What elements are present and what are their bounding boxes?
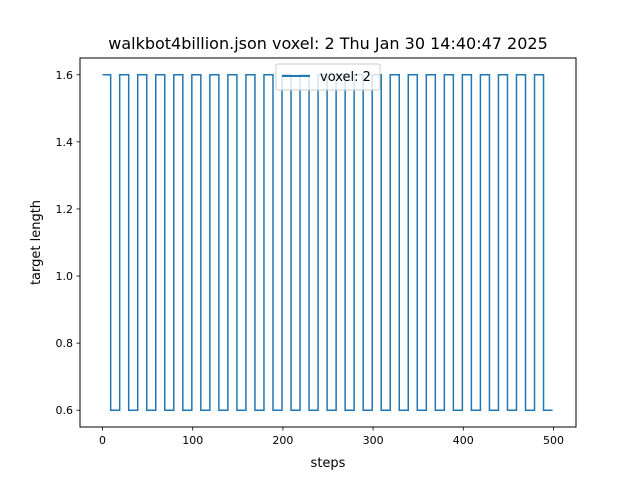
series-line xyxy=(102,74,553,411)
y-tick-label: 1.6 xyxy=(56,69,74,82)
x-tick-label: 0 xyxy=(99,434,106,447)
x-tick-label: 300 xyxy=(363,434,384,447)
x-axis: 0 100 200 300 400 500 xyxy=(99,427,564,447)
x-tick-label: 400 xyxy=(453,434,474,447)
y-tick-label: 0.8 xyxy=(56,337,74,350)
y-axis-label: target length xyxy=(29,200,44,285)
series-layer xyxy=(102,74,553,411)
y-tick-label: 1.4 xyxy=(56,136,74,149)
x-axis-label: steps xyxy=(311,456,346,471)
y-tick-label: 1.0 xyxy=(56,270,74,283)
axes-frame xyxy=(79,57,577,428)
x-tick-label: 100 xyxy=(182,434,203,447)
plot-area xyxy=(79,57,577,428)
legend: voxel: 2 xyxy=(275,63,381,91)
y-tick-label: 0.6 xyxy=(56,404,74,417)
y-tick-label: 1.2 xyxy=(56,203,74,216)
y-axis: 0.6 0.8 1.0 1.2 1.4 1.6 xyxy=(56,69,80,417)
x-tick-label: 500 xyxy=(543,434,564,447)
axes-background xyxy=(80,58,576,427)
chart-title: walkbot4billion.json voxel: 2 Thu Jan 30… xyxy=(108,34,548,53)
legend-box xyxy=(275,63,381,91)
x-tick-label: 200 xyxy=(272,434,293,447)
legend-label: voxel: 2 xyxy=(320,70,371,85)
